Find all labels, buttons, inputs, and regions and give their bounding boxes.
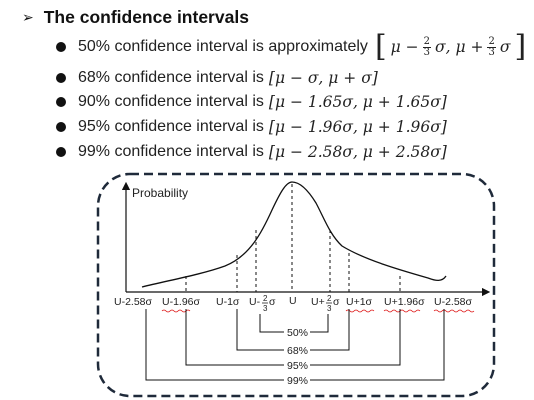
formula-left: μ − <box>390 38 419 56</box>
bullet-item-90: 90% confidence interval is [μ − 1.65σ, μ… <box>56 90 447 114</box>
bullet-math: [μ − σ, μ + σ] <box>268 69 378 87</box>
tick-label-minus-23-prefix: U- <box>249 296 261 308</box>
tick-label-plus-1: U+1σ <box>346 296 373 308</box>
bullet-math: [μ − 1.65σ, μ + 1.65σ] <box>268 93 447 111</box>
formula-right: σ <box>499 38 511 56</box>
tick-label-minus-258: U-2.58σ <box>114 296 153 308</box>
tick-label-minus-23-sigma: σ <box>269 296 276 308</box>
tick-label-minus-1: U-1σ <box>216 296 240 308</box>
fraction: 2 3 <box>487 35 496 58</box>
tick-frac-num: 2 <box>263 294 268 303</box>
bullet-text: 95% confidence interval is <box>78 118 264 135</box>
section-heading: ➢ The confidence intervals <box>22 4 249 30</box>
tick-label-mean: U <box>289 295 297 307</box>
bracket-68-right <box>310 309 350 351</box>
open-bracket-icon: [ <box>374 29 387 64</box>
fraction: 2 3 <box>422 35 432 58</box>
bullet-text: 90% confidence interval is <box>78 93 264 110</box>
bracket-95-right <box>310 309 401 366</box>
tick-frac-den: 3 <box>263 304 268 313</box>
close-bracket-icon: ] <box>514 29 527 64</box>
interval-label-99: 99% <box>287 375 308 387</box>
bullet-text: 68% confidence interval is <box>78 69 264 86</box>
bullet-text: 99% confidence interval is <box>78 143 264 160</box>
arrow-right-icon: ➢ <box>22 9 34 25</box>
bullet-dot-icon <box>56 97 66 107</box>
bullet-math: [μ − 2.58σ, μ + 2.58σ] <box>268 143 447 161</box>
interval-label-50: 50% <box>287 327 308 339</box>
tick-label-plus-196: U+1.96σ <box>384 296 425 308</box>
spellcheck-squiggle <box>345 309 375 313</box>
bullet-dot-icon <box>56 73 66 83</box>
interval-label-95: 95% <box>287 360 308 372</box>
fraction-denominator: 3 <box>488 46 495 58</box>
spellcheck-squiggle <box>383 309 421 313</box>
tick-label-minus-196: U-1.96σ <box>162 296 201 308</box>
heading-text: The confidence intervals <box>43 6 249 27</box>
bracket-99-left <box>145 309 284 381</box>
bracket-99-right <box>310 309 445 381</box>
bullet-item-99: 99% confidence interval is [μ − 2.58σ, μ… <box>56 140 447 164</box>
bullet-text: 50% confidence interval is approximately <box>78 38 368 55</box>
interval-label-68: 68% <box>287 345 308 357</box>
bracket-95-left <box>185 309 284 366</box>
tick-frac-den: 3 <box>327 304 332 313</box>
bracket-50-left <box>259 314 284 333</box>
tick-label-plus-258: U-2.58σ <box>434 296 473 308</box>
bullet-item-68: 68% confidence interval is [μ − σ, μ + σ… <box>56 66 378 90</box>
bullet-dot-icon <box>56 42 66 52</box>
bell-curve <box>141 181 447 288</box>
fraction-numerator: 2 <box>487 35 496 48</box>
spellcheck-squiggle <box>433 309 475 313</box>
fraction-numerator: 2 <box>422 35 432 48</box>
bullet-math: [μ − 1.96σ, μ + 1.96σ] <box>268 118 447 136</box>
bracket-50-right <box>310 314 329 333</box>
tick-label-plus-23-sigma: σ <box>333 296 340 308</box>
bullet-dot-icon <box>56 122 66 132</box>
bracket-68-left <box>236 309 284 351</box>
tick-frac-num: 2 <box>327 294 332 303</box>
dashed-frame <box>96 172 496 398</box>
fraction-denominator: 3 <box>423 46 431 58</box>
y-axis-label: Probability <box>132 186 188 200</box>
bullet-dot-icon <box>56 147 66 157</box>
bullet-item-95: 95% confidence interval is [μ − 1.96σ, μ… <box>56 115 447 139</box>
formula-50: [ μ − 2 3 σ, μ + 2 3 σ ] <box>373 32 528 62</box>
tick-label-plus-23-prefix: U+ <box>311 296 325 308</box>
bullet-item-50: 50% confidence interval is approximately… <box>56 32 528 62</box>
formula-mid: σ, μ + <box>435 38 484 56</box>
